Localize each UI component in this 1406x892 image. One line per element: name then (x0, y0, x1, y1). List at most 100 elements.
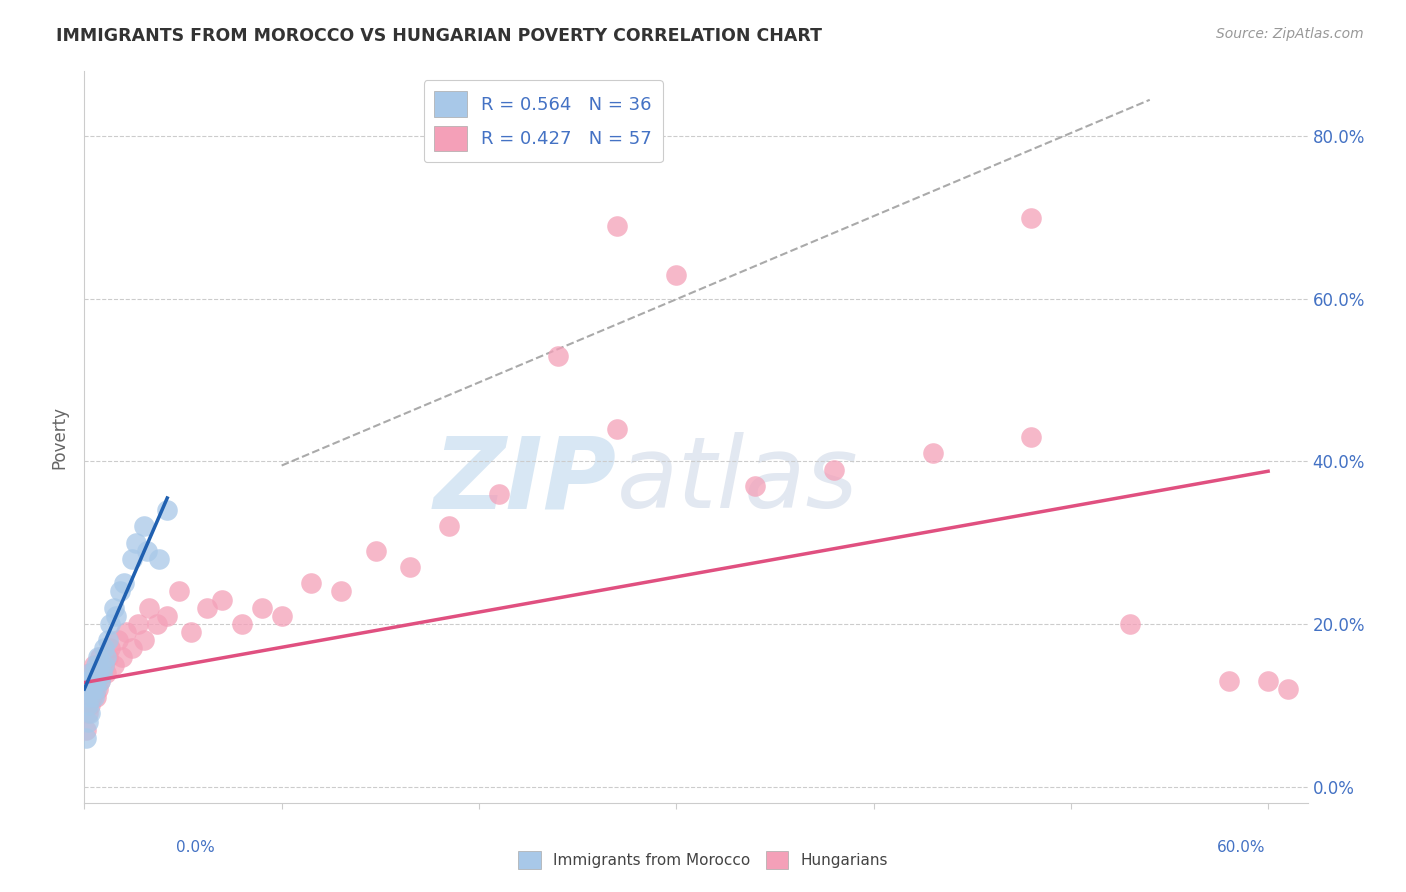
Point (1257, 673, 1279, 688)
Point (94, 665, 117, 680)
Point (195, 600, 218, 615)
Point (156, 608, 179, 623)
Point (108, 584, 131, 599)
Point (124, 535, 146, 549)
Point (366, 544, 388, 558)
Point (488, 487, 510, 501)
Point (121, 641, 143, 656)
Point (84, 681, 107, 696)
Point (82, 681, 104, 696)
Point (89, 649, 111, 664)
Point (82, 673, 104, 688)
Point (83, 673, 105, 688)
Point (107, 633, 129, 648)
Point (89, 673, 111, 688)
Point (1119, 617, 1142, 632)
Text: IMMIGRANTS FROM MOROCCO VS HUNGARIAN POVERTY CORRELATION CHART: IMMIGRANTS FROM MOROCCO VS HUNGARIAN POV… (56, 27, 823, 45)
Text: 0.0%: 0.0% (176, 840, 215, 855)
Point (82, 690, 104, 705)
Point (138, 600, 160, 615)
Point (79, 665, 101, 680)
Point (83, 665, 105, 680)
Point (146, 617, 169, 632)
Point (75, 673, 97, 688)
Point (84, 673, 107, 688)
Point (399, 560, 422, 574)
Point (744, 479, 766, 493)
Point (132, 633, 155, 648)
Point (111, 649, 134, 664)
Point (270, 608, 292, 623)
Point (606, 219, 628, 233)
Point (87, 665, 110, 680)
Point (606, 422, 628, 436)
Point (439, 519, 461, 533)
Point (329, 584, 352, 599)
Point (231, 617, 253, 632)
Point (84, 690, 107, 705)
Point (89, 673, 111, 688)
Point (91, 665, 114, 680)
Point (87, 665, 110, 680)
Legend: Immigrants from Morocco, Hungarians: Immigrants from Morocco, Hungarians (512, 845, 894, 875)
Point (79, 706, 101, 721)
Point (75, 681, 97, 696)
Point (211, 592, 233, 607)
Point (77, 673, 100, 688)
Text: 60.0%: 60.0% (1218, 840, 1265, 855)
Point (250, 600, 273, 615)
Text: Source: ZipAtlas.com: Source: ZipAtlas.com (1216, 27, 1364, 41)
Point (98, 641, 121, 656)
Point (665, 268, 688, 282)
Point (167, 584, 190, 599)
Point (97, 649, 120, 664)
Point (94, 649, 117, 664)
Point (93, 657, 115, 672)
Point (79, 665, 101, 680)
Y-axis label: Poverty: Poverty (51, 406, 69, 468)
Point (921, 446, 943, 460)
Point (1021, 430, 1043, 444)
Point (77, 706, 100, 721)
Point (79, 698, 101, 713)
Point (83, 690, 105, 705)
Point (77, 681, 100, 696)
Point (114, 625, 136, 640)
Point (83, 681, 105, 696)
Point (93, 657, 115, 672)
Point (104, 608, 127, 623)
Point (87, 649, 110, 664)
Point (103, 600, 125, 615)
Text: ZIP: ZIP (433, 433, 616, 530)
Point (75, 723, 97, 737)
Point (84, 657, 107, 672)
Point (93, 641, 115, 656)
Point (82, 673, 104, 688)
Point (112, 576, 135, 591)
Point (547, 349, 569, 363)
Point (148, 552, 170, 566)
Point (136, 544, 159, 558)
Legend: R = 0.564   N = 36, R = 0.427   N = 57: R = 0.564 N = 36, R = 0.427 N = 57 (423, 80, 664, 162)
Point (75, 731, 97, 745)
Point (83, 657, 105, 672)
Point (98, 617, 121, 632)
Point (91, 665, 114, 680)
Point (87, 681, 110, 696)
Point (84, 673, 107, 688)
Point (127, 617, 149, 632)
Text: atlas: atlas (616, 433, 858, 530)
Point (180, 625, 202, 640)
Point (156, 503, 179, 517)
Point (1277, 681, 1299, 696)
Point (103, 657, 125, 672)
Point (1021, 211, 1043, 225)
Point (89, 657, 111, 672)
Point (97, 633, 120, 648)
Point (79, 690, 101, 705)
Point (299, 576, 322, 591)
Point (1218, 673, 1240, 688)
Point (77, 698, 100, 713)
Point (77, 714, 100, 729)
Point (121, 552, 143, 566)
